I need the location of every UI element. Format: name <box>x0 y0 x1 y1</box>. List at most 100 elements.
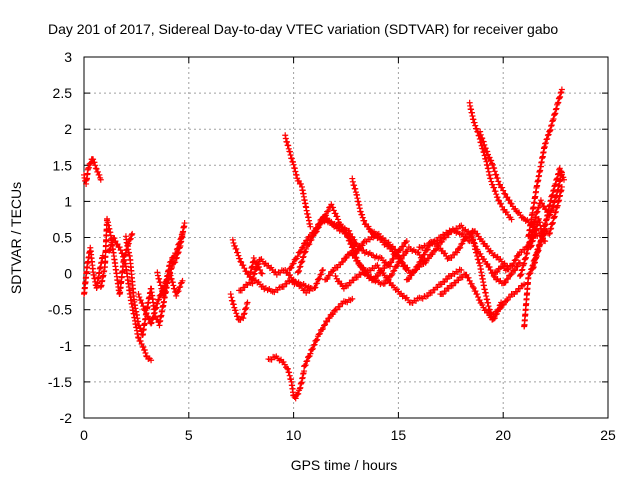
data-point <box>389 243 396 250</box>
data-point <box>445 285 452 292</box>
data-point <box>307 285 314 292</box>
data-point <box>332 210 339 217</box>
data-point <box>417 258 424 265</box>
data-point <box>519 282 526 289</box>
data-point <box>380 269 387 276</box>
data-point <box>324 275 331 282</box>
data-point <box>488 160 495 167</box>
y-tick-label: -1.5 <box>48 374 72 390</box>
data-point <box>319 267 326 274</box>
data-point <box>394 249 401 256</box>
data-point <box>384 274 391 281</box>
data-point <box>499 184 506 191</box>
data-point <box>428 289 435 296</box>
data-point <box>127 235 134 242</box>
x-tick-label: 0 <box>80 427 88 443</box>
data-point <box>420 260 427 267</box>
data-point <box>258 269 265 276</box>
data-point <box>488 157 495 164</box>
data-point <box>314 336 321 343</box>
data-point <box>496 306 503 313</box>
data-point <box>468 280 475 287</box>
data-point <box>336 303 343 310</box>
data-point <box>176 240 183 247</box>
data-point <box>298 258 305 265</box>
data-point <box>167 258 174 265</box>
data-point <box>558 183 565 190</box>
data-point <box>505 266 512 273</box>
data-point <box>253 266 260 273</box>
data-point <box>487 175 494 182</box>
data-point <box>474 230 481 237</box>
data-point <box>544 135 551 142</box>
data-point <box>116 244 123 251</box>
data-point <box>474 291 481 298</box>
data-point <box>144 313 151 320</box>
data-point <box>401 252 408 259</box>
data-point <box>333 306 340 313</box>
y-tick-label: -2 <box>60 410 73 426</box>
data-point <box>129 230 136 237</box>
data-point <box>326 272 333 279</box>
data-point <box>294 269 301 276</box>
data-point <box>313 228 320 235</box>
data-point <box>448 254 455 261</box>
data-point <box>142 350 149 357</box>
data-point <box>340 285 347 292</box>
y-tick-label: 2 <box>64 121 72 137</box>
data-point <box>299 254 306 261</box>
data-point <box>359 211 366 218</box>
data-point <box>340 227 347 234</box>
data-point <box>178 231 185 238</box>
data-point <box>507 272 514 279</box>
data-point <box>544 132 551 139</box>
data-point <box>472 122 479 129</box>
data-point <box>444 276 451 283</box>
data-point <box>350 277 357 284</box>
data-point <box>230 239 237 246</box>
data-point <box>296 264 303 271</box>
data-point <box>493 191 500 198</box>
grid-lines <box>84 57 608 418</box>
data-point <box>154 300 161 307</box>
data-point <box>148 357 155 364</box>
data-point <box>472 288 479 295</box>
data-point <box>91 159 98 166</box>
data-point <box>429 251 436 258</box>
data-point <box>526 271 533 278</box>
data-point <box>143 310 150 317</box>
data-point <box>300 244 307 251</box>
data-point <box>479 135 486 142</box>
data-point <box>488 178 495 185</box>
data-point <box>332 273 339 280</box>
data-point <box>558 171 565 178</box>
data-point <box>241 265 248 272</box>
data-point <box>387 272 394 279</box>
data-point <box>542 220 549 227</box>
data-point <box>381 265 388 272</box>
data-point <box>128 232 135 239</box>
data-point <box>395 252 402 259</box>
data-point <box>526 270 533 277</box>
data-point <box>441 279 448 286</box>
data-point <box>457 244 464 251</box>
data-point <box>477 128 484 135</box>
data-point <box>507 294 514 301</box>
data-point <box>244 299 251 306</box>
data-point <box>250 275 257 282</box>
data-point <box>542 140 549 147</box>
data-point <box>484 260 491 267</box>
data-point <box>477 250 484 257</box>
data-point <box>289 277 296 284</box>
data-point <box>298 244 305 251</box>
data-point <box>484 243 491 250</box>
data-point <box>434 284 441 291</box>
data-point <box>502 279 509 286</box>
data-point <box>233 310 240 317</box>
data-point <box>295 177 302 184</box>
data-point <box>251 257 258 264</box>
data-point <box>166 259 173 266</box>
data-point <box>416 259 423 266</box>
data-point <box>313 337 320 344</box>
y-tick-label: 0.5 <box>53 230 73 246</box>
